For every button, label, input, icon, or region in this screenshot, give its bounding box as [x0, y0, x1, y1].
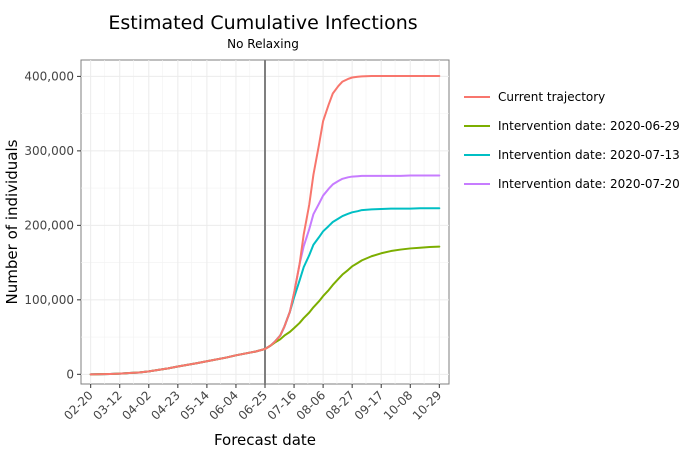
x-tick-label: 08-06 [294, 388, 329, 423]
x-tick-label: 06-25 [236, 388, 271, 423]
y-tick-label: 200,000 [24, 218, 74, 232]
x-tick-label: 05-14 [177, 388, 212, 423]
y-axis-ticks: 0 100,000 200,000 300,000 400,000 [24, 69, 81, 381]
chart-title: Estimated Cumulative Infections [108, 12, 417, 34]
legend-label: Intervention date: 2020-07-20 [498, 177, 680, 191]
legend-label: Current trajectory [498, 90, 605, 104]
x-axis-title: Forecast date [214, 431, 316, 449]
y-axis-title: Number of individuals [3, 139, 21, 304]
x-tick-label: 10-08 [381, 388, 416, 423]
series-layer [89, 75, 441, 376]
y-tick-label: 0 [66, 367, 74, 381]
x-tick-label: 02-20 [61, 388, 96, 423]
x-tick-label: 06-04 [207, 388, 242, 423]
x-tick-label: 04-02 [119, 388, 154, 423]
x-tick-label: 10-29 [410, 388, 445, 423]
y-tick-label: 300,000 [24, 144, 74, 158]
x-tick-label: 07-16 [265, 388, 300, 423]
chart-subtitle: No Relaxing [227, 37, 299, 51]
legend-label: Intervention date: 2020-06-29 [498, 119, 680, 133]
series-line-current-trajectory [89, 75, 441, 376]
x-tick-label: 08-27 [323, 388, 358, 423]
y-tick-label: 400,000 [24, 69, 74, 83]
x-tick-label: 09-17 [352, 388, 387, 423]
legend: Current trajectory Intervention date: 202… [464, 90, 680, 191]
legend-label: Intervention date: 2020-07-13 [498, 148, 680, 162]
y-tick-label: 100,000 [24, 293, 74, 307]
x-axis-ticks: 02-2003-1204-0204-2305-1406-0406-2507-16… [61, 384, 444, 423]
x-tick-label: 03-12 [90, 388, 125, 423]
x-tick-label: 04-23 [148, 388, 183, 423]
